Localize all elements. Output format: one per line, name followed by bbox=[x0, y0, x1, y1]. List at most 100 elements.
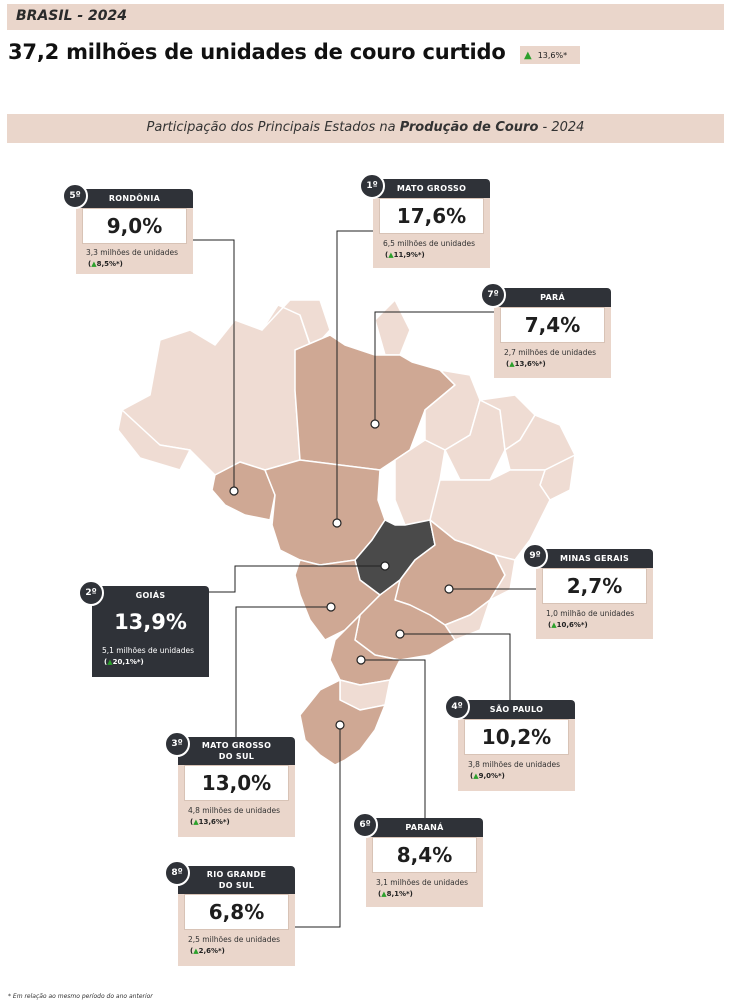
share-value: 10,2% bbox=[464, 719, 569, 755]
up-arrow-icon: ▲ bbox=[91, 260, 97, 268]
card-body: 9,0% 3,3 milhões de unidades (▲8,5%*) bbox=[76, 208, 193, 274]
state-name-line1: MATO GROSSO bbox=[201, 741, 272, 750]
units-text: 2,5 milhões de unidades bbox=[188, 935, 281, 944]
rank-badge: 3º bbox=[164, 731, 190, 757]
up-arrow-icon: ▲ bbox=[473, 772, 479, 780]
rank-badge: 6º bbox=[352, 812, 378, 838]
change-value: 11,9%* bbox=[393, 251, 422, 259]
change-text: (▲10,6%*) bbox=[548, 621, 588, 629]
up-arrow-icon: ▲ bbox=[107, 658, 113, 666]
state-name: PARÁ bbox=[494, 288, 611, 307]
state-name-line1: RIO GRANDE bbox=[206, 870, 267, 879]
connector-mato-grosso-do-sul bbox=[235, 606, 331, 737]
state-rondonia bbox=[211, 461, 276, 521]
marker-para bbox=[370, 419, 380, 429]
state-name: PARANÁ bbox=[366, 818, 483, 837]
connector-sao-paulo bbox=[400, 633, 511, 700]
card-mato-grosso: 1º MATO GROSSO 17,6% 6,5 milhões de unid… bbox=[359, 173, 490, 268]
units-text: 6,5 milhões de unidades bbox=[383, 239, 476, 248]
state-acre bbox=[117, 409, 191, 471]
units-text: 3,8 milhões de unidades bbox=[468, 760, 561, 769]
state-name-line2: DO SUL bbox=[218, 752, 255, 761]
marker-rondonia bbox=[229, 486, 239, 496]
rank-badge: 7º bbox=[480, 282, 506, 308]
connector-mato-grosso bbox=[336, 230, 373, 523]
up-arrow-icon: ▲ bbox=[509, 360, 515, 368]
rank-badge: 4º bbox=[444, 694, 470, 720]
card-rondonia: 5º RONDÔNIA 9,0% 3,3 milhões de unidades… bbox=[62, 183, 193, 274]
change-text: (▲13,6%*) bbox=[506, 360, 546, 368]
card-body: 13,0% 4,8 milhões de unidades (▲13,6%*) bbox=[178, 765, 295, 837]
state-name: MATO GROSSO bbox=[373, 179, 490, 198]
headline-change-value: 13,6%* bbox=[537, 50, 568, 60]
connector-rio-grande-do-sul bbox=[294, 725, 341, 928]
card-parana: 6º PARANÁ 8,4% 3,1 milhões de unidades (… bbox=[352, 812, 483, 907]
state-name-line2: DO SUL bbox=[218, 881, 255, 890]
change-text: (▲13,6%*) bbox=[190, 818, 230, 826]
state-amapa bbox=[374, 299, 411, 356]
units-text: 3,3 milhões de unidades bbox=[86, 248, 179, 257]
up-arrow-icon: ▲ bbox=[524, 49, 532, 61]
change-text: (▲2,6%*) bbox=[190, 947, 225, 955]
marker-parana bbox=[356, 655, 366, 665]
rank-badge: 2º bbox=[78, 580, 104, 606]
region-title: BRASIL - 2024 bbox=[16, 8, 128, 24]
subtitle-suffix: - 2024 bbox=[538, 120, 585, 135]
change-text: (▲8,5%*) bbox=[88, 260, 123, 268]
card-body: 10,2% 3,8 milhões de unidades (▲9,0%*) bbox=[458, 719, 575, 791]
change-text: (▲11,9%*) bbox=[385, 251, 425, 259]
state-name: RIO GRANDE DO SUL bbox=[178, 866, 295, 894]
units-text: 4,8 milhões de unidades bbox=[188, 806, 281, 815]
share-value: 13,0% bbox=[184, 765, 289, 801]
units-text: 2,7 milhões de unidades bbox=[504, 348, 597, 357]
rank-badge: 5º bbox=[62, 183, 88, 209]
change-value: 20,1%* bbox=[112, 658, 141, 666]
card-minas-gerais: 9º MINAS GERAIS 2,7% 1,0 milhão de unida… bbox=[522, 543, 653, 639]
change-text: (▲9,0%*) bbox=[470, 772, 505, 780]
card-body: 13,9% 5,1 milhões de unidades (▲20,1%*) bbox=[92, 605, 209, 677]
up-arrow-icon: ▲ bbox=[381, 890, 387, 898]
marker-mato-grosso-do-sul bbox=[326, 602, 336, 612]
subtitle-bar: Participação dos Principais Estados na P… bbox=[7, 114, 724, 143]
up-arrow-icon: ▲ bbox=[193, 947, 199, 955]
share-value: 17,6% bbox=[379, 198, 484, 234]
header-bar: BRASIL - 2024 bbox=[7, 4, 724, 30]
card-mato-grosso-do-sul: 3º MATO GROSSO DO SUL 13,0% 4,8 milhões d… bbox=[164, 731, 295, 837]
share-value: 9,0% bbox=[82, 208, 187, 244]
state-name: MATO GROSSO DO SUL bbox=[178, 737, 295, 765]
marker-rio-grande-do-sul bbox=[335, 720, 345, 730]
connector-para bbox=[374, 311, 494, 424]
change-value: 8,5%* bbox=[96, 260, 120, 268]
up-arrow-icon: ▲ bbox=[193, 818, 199, 826]
share-value: 13,9% bbox=[98, 605, 203, 641]
share-value: 8,4% bbox=[372, 837, 477, 873]
headline-title: 37,2 milhões de unidades de couro curtid… bbox=[8, 40, 506, 64]
marker-mato-grosso bbox=[332, 518, 342, 528]
connector-rondonia bbox=[193, 239, 235, 491]
change-value: 9,0%* bbox=[478, 772, 502, 780]
units-text: 5,1 milhões de unidades bbox=[102, 646, 195, 655]
units-text: 3,1 milhões de unidades bbox=[376, 878, 469, 887]
subtitle-bold: Produção de Couro bbox=[399, 120, 539, 135]
card-para: 7º PARÁ 7,4% 2,7 milhões de unidades (▲1… bbox=[480, 282, 611, 378]
state-name: MINAS GERAIS bbox=[536, 549, 653, 568]
change-value: 10,6%* bbox=[556, 621, 585, 629]
up-arrow-icon: ▲ bbox=[388, 251, 394, 259]
change-value: 2,6%* bbox=[198, 947, 222, 955]
change-value: 8,1%* bbox=[386, 890, 410, 898]
connector-parana bbox=[361, 659, 426, 820]
share-value: 6,8% bbox=[184, 894, 289, 930]
share-value: 7,4% bbox=[500, 307, 605, 343]
marker-goias bbox=[380, 561, 390, 571]
units-text: 1,0 milhão de unidades bbox=[546, 609, 635, 618]
rank-badge: 1º bbox=[359, 173, 385, 199]
change-text: (▲20,1%*) bbox=[104, 658, 144, 666]
card-sao-paulo: 4º SÃO PAULO 10,2% 3,8 milhões de unidad… bbox=[444, 694, 575, 791]
headline-change-badge: ▲ 13,6%* bbox=[520, 46, 580, 64]
card-body: 17,6% 6,5 milhões de unidades (▲11,9%*) bbox=[373, 198, 490, 268]
marker-minas-gerais bbox=[444, 584, 454, 594]
rank-badge: 9º bbox=[522, 543, 548, 569]
connector-goias bbox=[208, 565, 385, 593]
change-value: 13,6%* bbox=[514, 360, 543, 368]
